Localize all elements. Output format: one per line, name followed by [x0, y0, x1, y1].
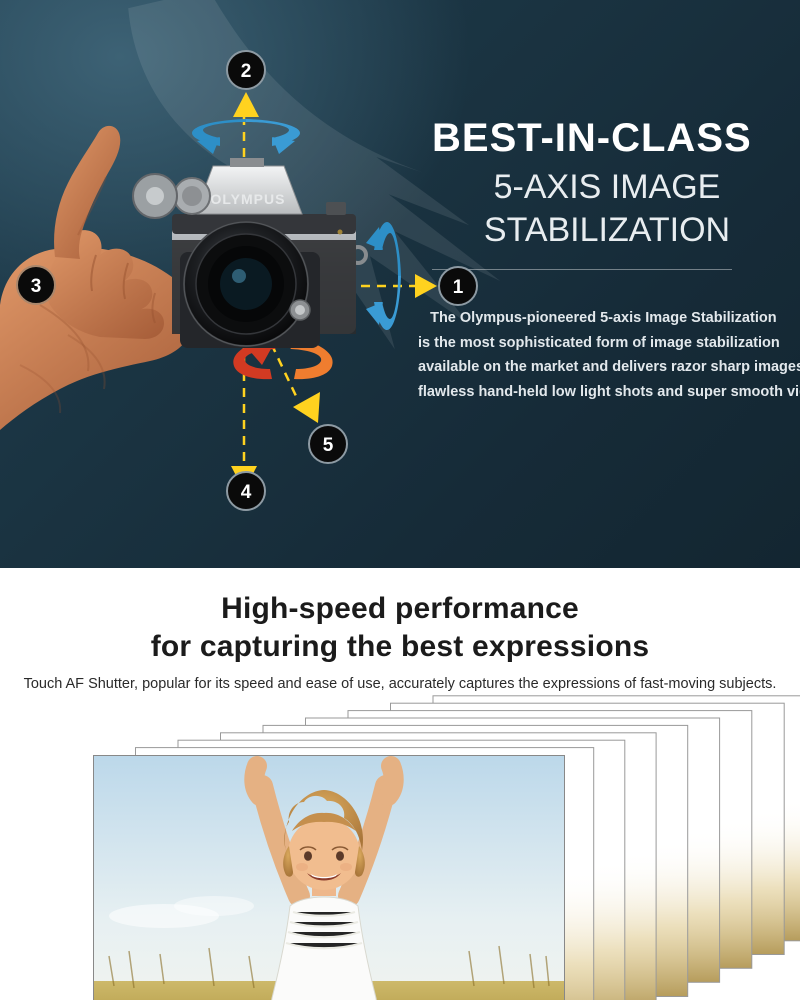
svg-text:4: 4 — [241, 482, 252, 503]
svg-text:2: 2 — [241, 61, 252, 82]
svg-text:3: 3 — [31, 276, 42, 297]
svg-text:1: 1 — [453, 277, 464, 298]
svg-text:5: 5 — [323, 435, 334, 456]
